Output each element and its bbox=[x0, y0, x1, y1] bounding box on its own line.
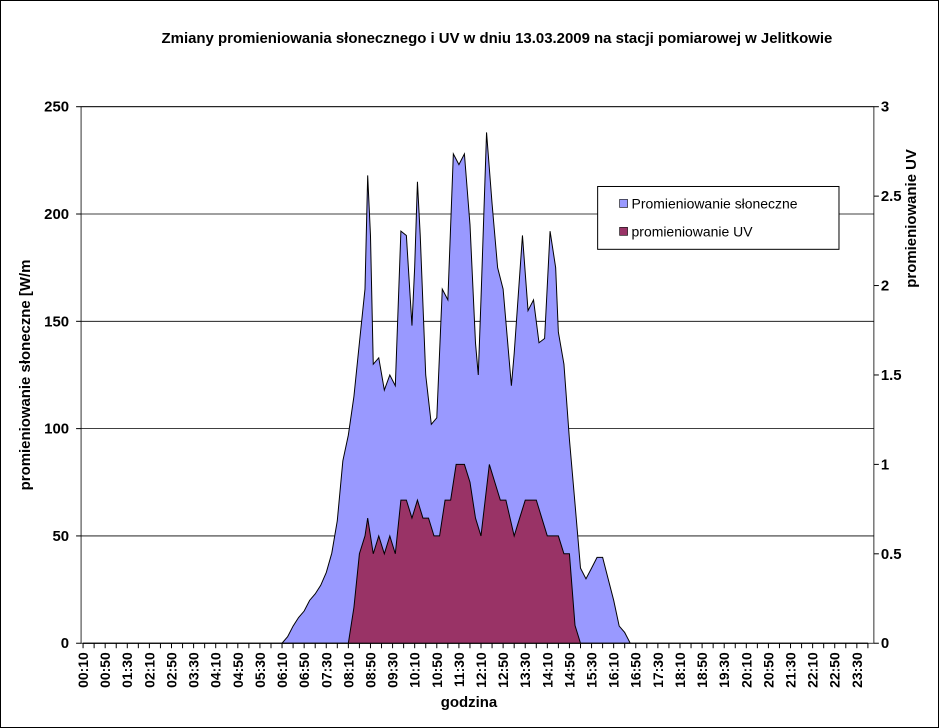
x-tick-label: 02:10 bbox=[141, 652, 157, 688]
plot-areas bbox=[83, 132, 868, 644]
x-tick-label: 03:30 bbox=[186, 652, 202, 688]
x-tick-label: 23:30 bbox=[849, 652, 865, 688]
right-tick-label: 2 bbox=[881, 278, 889, 295]
x-tick-label: 09:30 bbox=[385, 652, 401, 688]
left-axis-label: promieniowanie słoneczne [W/m bbox=[17, 260, 34, 491]
x-tick-label: 12:10 bbox=[473, 652, 489, 688]
x-tick-label: 10:10 bbox=[407, 652, 423, 688]
x-tick-label: 20:10 bbox=[738, 652, 754, 688]
right-tick-label: 3 bbox=[881, 99, 889, 116]
x-tick-label: 18:50 bbox=[694, 652, 710, 688]
left-tick-label: 150 bbox=[44, 313, 69, 330]
x-tick-label: 12:50 bbox=[495, 652, 511, 688]
x-tick-label: 06:10 bbox=[274, 652, 290, 688]
legend-swatch-uv bbox=[619, 227, 628, 236]
x-tick-label: 16:50 bbox=[628, 652, 644, 688]
x-tick-label: 18:10 bbox=[672, 652, 688, 688]
x-tick-label: 15:30 bbox=[584, 652, 600, 688]
x-tick-label: 04:10 bbox=[208, 652, 224, 688]
right-axis-ticks: 0 0.5 1 1.5 2 2.5 3 bbox=[873, 99, 902, 652]
x-tick-label: 08:50 bbox=[362, 652, 378, 688]
x-tick-label: 08:10 bbox=[340, 652, 356, 688]
right-tick-label: 1.5 bbox=[881, 367, 902, 384]
left-tick-label: 0 bbox=[61, 635, 69, 652]
right-tick-label: 0.5 bbox=[881, 546, 902, 563]
x-tick-label: 07:30 bbox=[318, 652, 334, 688]
right-tick-label: 2.5 bbox=[881, 188, 902, 205]
legend-box bbox=[597, 185, 840, 250]
right-tick-label: 0 bbox=[881, 635, 889, 652]
x-tick-label: 14:50 bbox=[561, 652, 577, 688]
x-tick-label: 06:50 bbox=[296, 652, 312, 688]
x-tick-label: 02:50 bbox=[164, 652, 180, 688]
x-tick-label: 13:30 bbox=[517, 652, 533, 688]
left-axis-ticks: 0 50 100 150 200 250 bbox=[44, 99, 82, 652]
x-axis-label: godzina bbox=[441, 694, 498, 711]
legend: Promieniowanie słoneczne promieniowanie … bbox=[597, 185, 840, 250]
x-tick-label: 00:50 bbox=[97, 652, 113, 688]
series-area-solar bbox=[83, 132, 868, 644]
legend-swatch-solar bbox=[619, 199, 628, 208]
x-tick-label: 22:50 bbox=[827, 652, 843, 688]
left-tick-label: 100 bbox=[44, 421, 69, 438]
left-tick-label: 50 bbox=[52, 528, 69, 545]
x-tick-label: 10:50 bbox=[429, 652, 445, 688]
series-area-uv bbox=[83, 463, 868, 644]
x-tick-label: 20:50 bbox=[760, 652, 776, 688]
x-tick-label: 00:10 bbox=[75, 652, 91, 688]
x-tick-label: 22:10 bbox=[805, 652, 821, 688]
x-tick-label: 11:30 bbox=[451, 652, 467, 687]
x-tick-label: 05:30 bbox=[252, 652, 268, 688]
x-tick-label: 17:30 bbox=[650, 652, 666, 688]
x-tick-label: 19:30 bbox=[716, 652, 732, 688]
x-tick-label: 16:10 bbox=[606, 652, 622, 688]
x-tick-label: 04:50 bbox=[230, 652, 246, 688]
x-tick-label: 21:30 bbox=[783, 652, 799, 688]
right-axis-label: promieniowanie UV bbox=[903, 149, 920, 288]
x-axis-ticks: 00:10 00:50 01:30 02:10 02:50 03:30 04:10 04:50… bbox=[75, 643, 869, 688]
left-tick-label: 250 bbox=[44, 99, 69, 116]
x-tick-label: 01:30 bbox=[119, 652, 135, 688]
right-tick-label: 1 bbox=[881, 456, 889, 473]
legend-label-solar: Promieniowanie słoneczne bbox=[632, 195, 798, 211]
left-tick-label: 200 bbox=[44, 206, 69, 223]
chart-title: Zmiany promieniowania słonecznego i UV w… bbox=[162, 30, 833, 47]
x-tick-label: 14:10 bbox=[539, 652, 555, 688]
legend-label-uv: promieniowanie UV bbox=[632, 223, 754, 239]
